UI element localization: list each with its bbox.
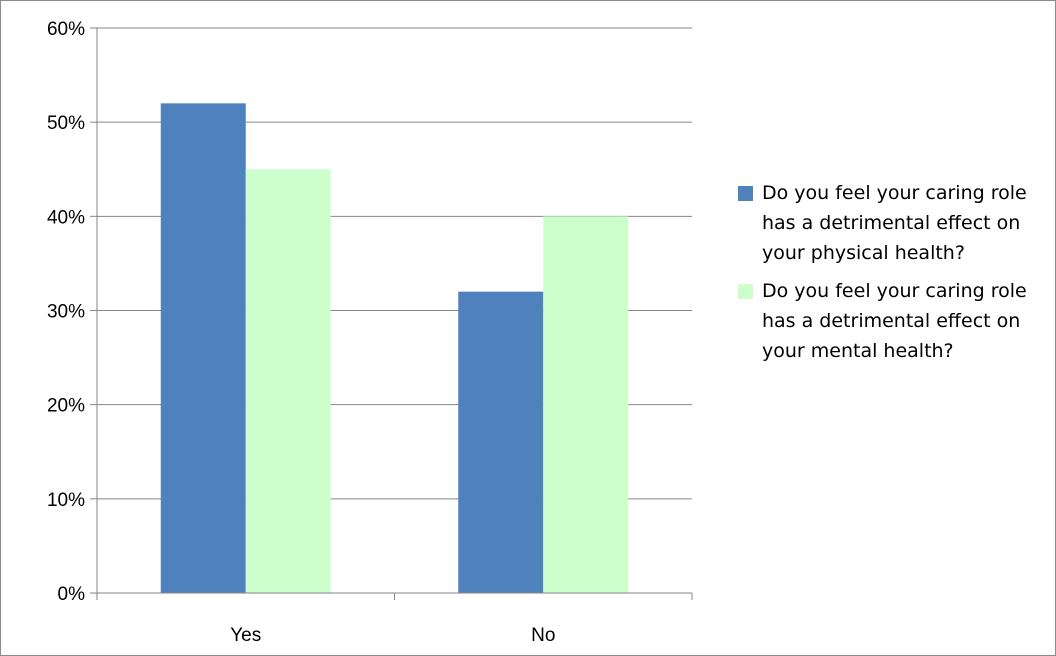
- y-tick-label: 30%: [47, 302, 85, 323]
- x-tick-label: No: [531, 625, 555, 646]
- y-tick-label: 50%: [47, 113, 85, 134]
- legend-swatch-mental: [738, 284, 753, 299]
- y-tick-label: 0%: [58, 584, 86, 605]
- legend-label-physical: Do you feel your caring role has a detri…: [762, 182, 1027, 264]
- bar-mental-yes: [245, 169, 331, 593]
- legend-item-physical: Do you feel your caring role has a detri…: [738, 178, 1054, 268]
- legend-swatch-physical: [738, 186, 753, 201]
- y-tick-label: 20%: [47, 396, 85, 417]
- bar-mental-no: [543, 216, 629, 594]
- y-tick-label: 60%: [47, 19, 85, 40]
- legend-item-mental: Do you feel your caring role has a detri…: [738, 276, 1054, 366]
- y-tick-label: 10%: [47, 490, 85, 511]
- legend: Do you feel your caring role has a detri…: [738, 178, 1054, 374]
- x-tick-label: Yes: [230, 625, 261, 646]
- legend-label-mental: Do you feel your caring role has a detri…: [762, 280, 1027, 362]
- bar-physical-yes: [160, 103, 246, 593]
- bar-physical-no: [458, 291, 544, 593]
- y-tick-label: 40%: [47, 207, 85, 228]
